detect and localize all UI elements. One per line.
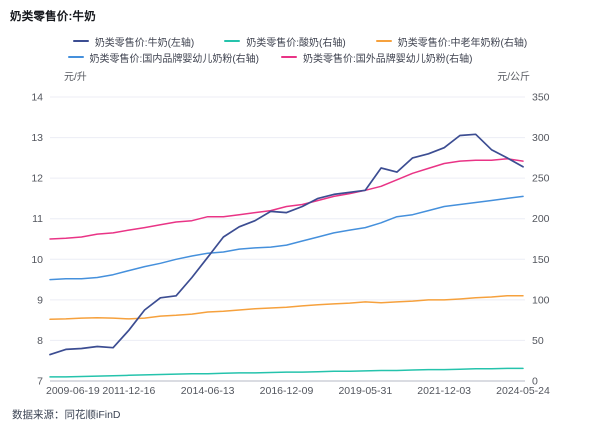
x-axis-tick: 2021-12-03 (417, 385, 471, 397)
y-axis-right-tick: 150 (532, 254, 550, 266)
legend-marker-icon (281, 56, 297, 58)
page-title: 奶类零售价:牛奶 (10, 11, 96, 23)
series-line-3 (49, 195, 524, 281)
y-axis-left-tick: 14 (31, 92, 43, 104)
y-axis-right-tick: 50 (532, 335, 544, 347)
legend-marker-icon (72, 40, 89, 42)
legend-item-1[interactable]: 奶类零售价:酸奶(右轴) (224, 34, 346, 49)
legend-item-label: 奶类零售价:酸奶(右轴) (246, 37, 346, 49)
y-axis-right-tick: 250 (532, 173, 550, 185)
y-axis-left-tick: 12 (31, 173, 43, 185)
x-axis-tick: 2011-12-16 (102, 385, 155, 397)
series-line-4 (49, 157, 524, 240)
legend-marker-icon (224, 40, 241, 42)
legend-marker-icon (375, 40, 392, 42)
series-line-0 (49, 133, 524, 356)
legend-item-0[interactable]: 奶类零售价:牛奶(左轴) (72, 34, 195, 49)
y-axis-left-tick: 8 (37, 335, 43, 347)
legend-row-1: 奶类零售价:牛奶(左轴) 奶类零售价:酸奶(右轴) 奶类零售价:中老年奶粉(右轴) (0, 33, 600, 49)
x-axis-tick: 2014-06-13 (181, 385, 235, 397)
legend-item-3[interactable]: 奶类零售价:国内品牌婴幼儿奶粉(右轴) (67, 50, 259, 65)
legend-marker-icon (67, 56, 84, 58)
y-axis-left-tick: 13 (31, 132, 43, 144)
legend-item-label: 奶类零售价:牛奶(左轴) (94, 37, 195, 49)
x-axis-tick: 2024-05-24 (496, 385, 550, 397)
data-source: 数据来源：同花顺iFinD (12, 409, 121, 421)
y-axis-left-tick: 7 (37, 376, 43, 388)
y-axis-left-tick: 11 (32, 213, 43, 225)
legend: 奶类零售价:牛奶(左轴) 奶类零售价:酸奶(右轴) 奶类零售价:中老年奶粉(右轴) … (0, 33, 600, 65)
y-axis-right-tick: 100 (532, 294, 550, 306)
legend-item-label: 奶类零售价:国内品牌婴幼儿奶粉(右轴) (89, 53, 259, 65)
y-axis-left-tick: 9 (37, 294, 43, 306)
legend-item-label: 奶类零售价:国外品牌婴幼儿奶粉(右轴) (303, 53, 473, 65)
y-axis-right-tick: 0 (532, 376, 538, 388)
y-axis-left-tick: 10 (31, 254, 43, 266)
right-axis-unit: 元/公斤 (497, 72, 530, 83)
series-line-2 (49, 295, 524, 321)
legend-row-2: 奶类零售价:国内品牌婴幼儿奶粉(右轴) 奶类零售价:国外品牌婴幼儿奶粉(右轴) (0, 49, 570, 65)
y-axis-right-tick: 200 (532, 213, 550, 225)
legend-item-4[interactable]: 奶类零售价:国外品牌婴幼儿奶粉(右轴) (281, 50, 472, 65)
y-axis-right-tick: 300 (532, 132, 550, 144)
x-axis-tick: 2016-12-09 (260, 385, 314, 397)
left-axis-unit: 元/升 (64, 72, 87, 83)
legend-item-2[interactable]: 奶类零售价:中老年奶粉(右轴) (375, 34, 528, 49)
x-axis-tick: 2009-06-19 (46, 385, 100, 397)
legend-item-label: 奶类零售价:中老年奶粉(右轴) (397, 37, 528, 49)
y-axis-right-tick: 350 (532, 92, 550, 104)
x-axis-tick: 2019-05-31 (338, 385, 392, 397)
series-line-1 (49, 367, 524, 378)
